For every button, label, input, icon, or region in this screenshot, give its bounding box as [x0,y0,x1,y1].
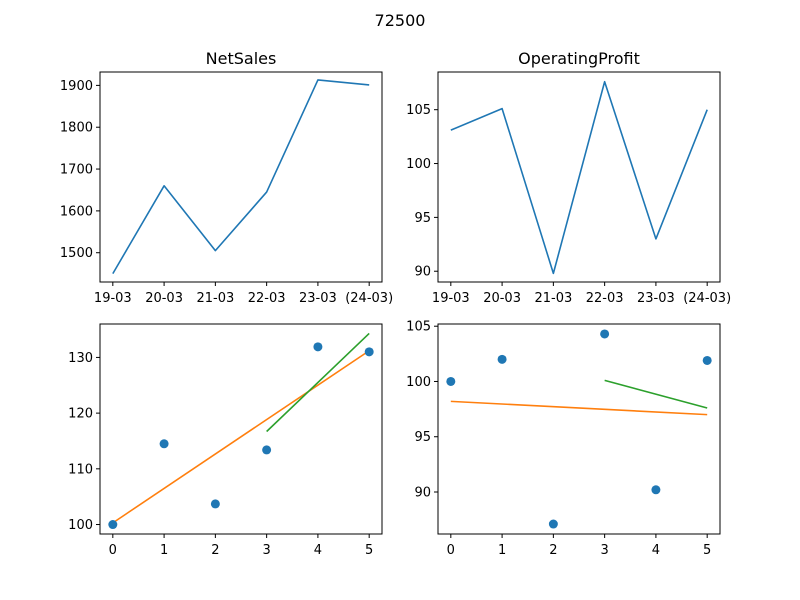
y-tick-label: 90 [414,486,431,501]
scatter-point [446,376,456,386]
y-tick-label: 105 [406,320,431,335]
y-tick-label: 100 [68,518,93,533]
scatter-point [651,485,661,495]
axes-frame [437,71,721,283]
x-tick-label: 21-03 [196,291,234,306]
net-sales-trend-scatter: 100 110 120 130 0 1 2 3 4 5 [68,323,383,558]
y-tick-label: 105 [406,103,431,118]
x-tick-label: 5 [365,543,373,558]
x-tick-label: (24-03) [345,291,393,306]
scatter-point [364,347,374,357]
operating-profit-trend-scatter: 90 95 100 105 0 1 2 3 4 5 [406,320,721,558]
y-tick-label: 1800 [60,121,93,136]
x-tick-label: 0 [447,543,455,558]
x-tick-label: 23-03 [637,291,675,306]
y-tick-label: 100 [406,375,431,390]
scatter-point [210,499,220,509]
net-sales-title: NetSales [206,49,277,68]
overall-trend-line [112,350,370,524]
operating-profit-chart: OperatingProfit 90 95 100 105 19-03 20-03 21-0… [406,49,731,306]
x-tick-label: 22-03 [248,291,286,306]
overall-trend-line [450,400,708,416]
axes-frame [437,323,721,535]
x-tick-label: 19-03 [94,291,132,306]
recent-trend-line [266,332,370,433]
axes-frame [99,71,383,283]
scatter-point [497,354,507,364]
x-tick-label: 22-03 [586,291,624,306]
scatter-point [108,520,118,530]
series-line [112,79,370,275]
y-tick-label: 1500 [60,246,93,261]
recent-trend-line [604,379,708,409]
y-tick-label: 1900 [60,79,93,94]
x-tick-label: 4 [652,543,660,558]
x-tick-label: 2 [549,543,557,558]
y-tick-label: 100 [406,157,431,172]
x-tick-label: 4 [314,543,322,558]
y-tick-label: 1700 [60,163,93,178]
x-tick-label: 1 [160,543,168,558]
scatter-point [548,519,558,529]
x-tick-label: 21-03 [534,291,572,306]
net-sales-chart: NetSales 1500 1600 1700 1800 1900 19-03 20-03 2… [60,49,393,306]
scatter-point [159,439,169,449]
x-tick-label: 20-03 [145,291,183,306]
x-tick-label: 3 [262,543,270,558]
y-tick-label: 130 [68,351,93,366]
scatter-point [313,342,323,352]
y-tick-label: 95 [414,211,431,226]
x-tick-label: 3 [600,543,608,558]
x-tick-label: 19-03 [432,291,470,306]
x-tick-label: 20-03 [483,291,521,306]
y-tick-label: 1600 [60,204,93,219]
x-tick-label: 23-03 [299,291,337,306]
scatter-point [262,445,272,455]
x-tick-label: 0 [109,543,117,558]
scatter-point [600,329,610,339]
y-tick-label: 110 [68,462,93,477]
figure-title: 72500 [375,11,426,30]
x-tick-label: 1 [498,543,506,558]
series-line [450,80,708,275]
axes-frame [99,323,383,535]
scatter-point [702,355,712,365]
x-tick-label: (24-03) [683,291,731,306]
y-tick-label: 95 [414,430,431,445]
y-tick-label: 120 [68,407,93,422]
x-tick-label: 5 [703,543,711,558]
operating-profit-title: OperatingProfit [518,49,640,68]
x-tick-label: 2 [211,543,219,558]
y-tick-label: 90 [414,265,431,280]
